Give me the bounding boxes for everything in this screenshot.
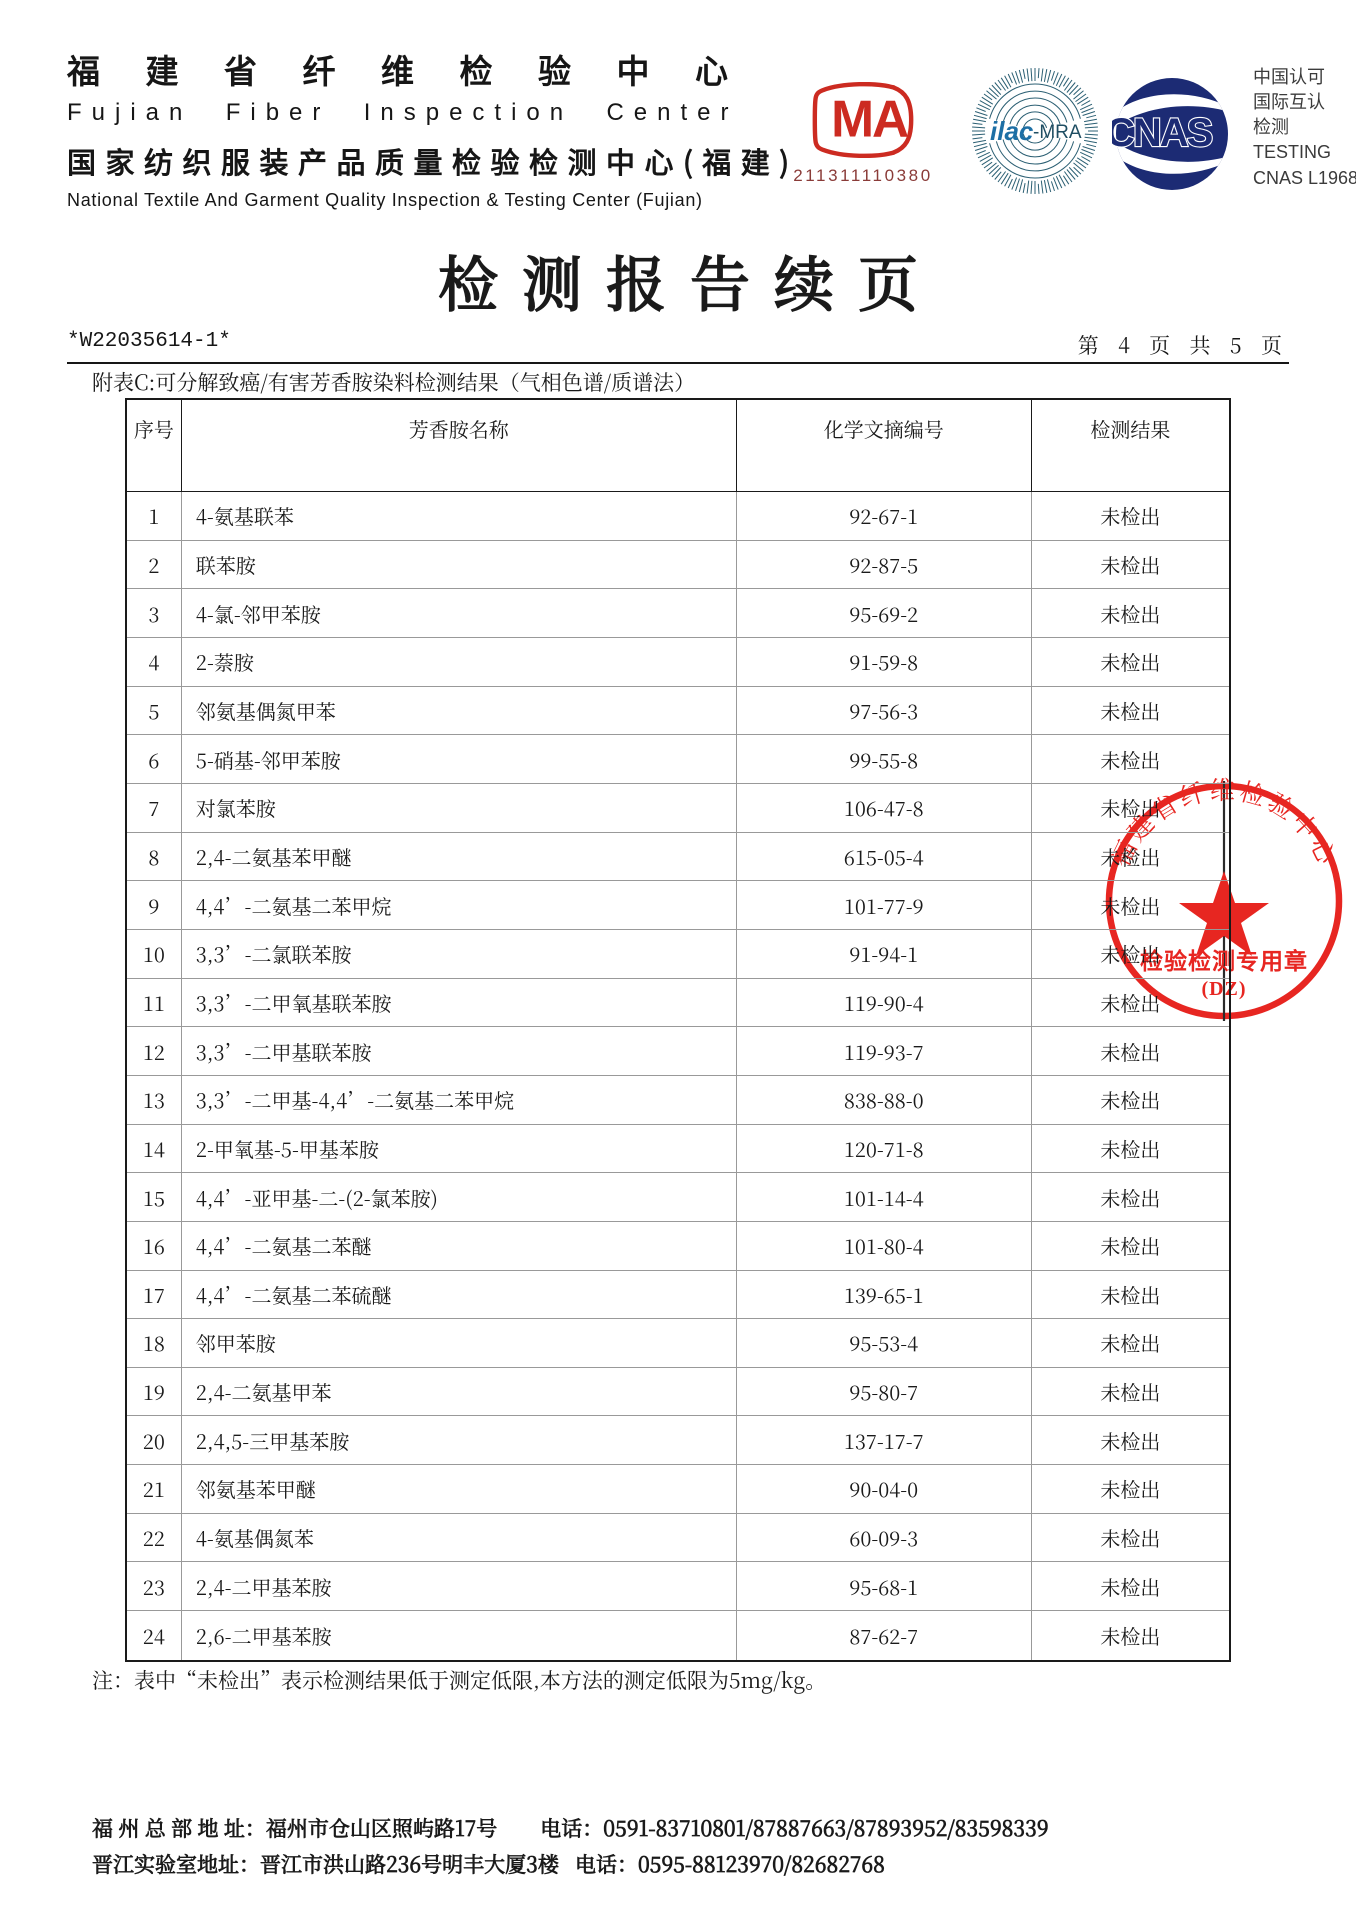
svg-text:-MRA: -MRA — [1033, 122, 1082, 143]
svg-text:ilac: ilac — [990, 116, 1034, 146]
svg-text:MA: MA — [831, 89, 908, 147]
svg-text:CNAS: CNAS — [1112, 111, 1213, 155]
